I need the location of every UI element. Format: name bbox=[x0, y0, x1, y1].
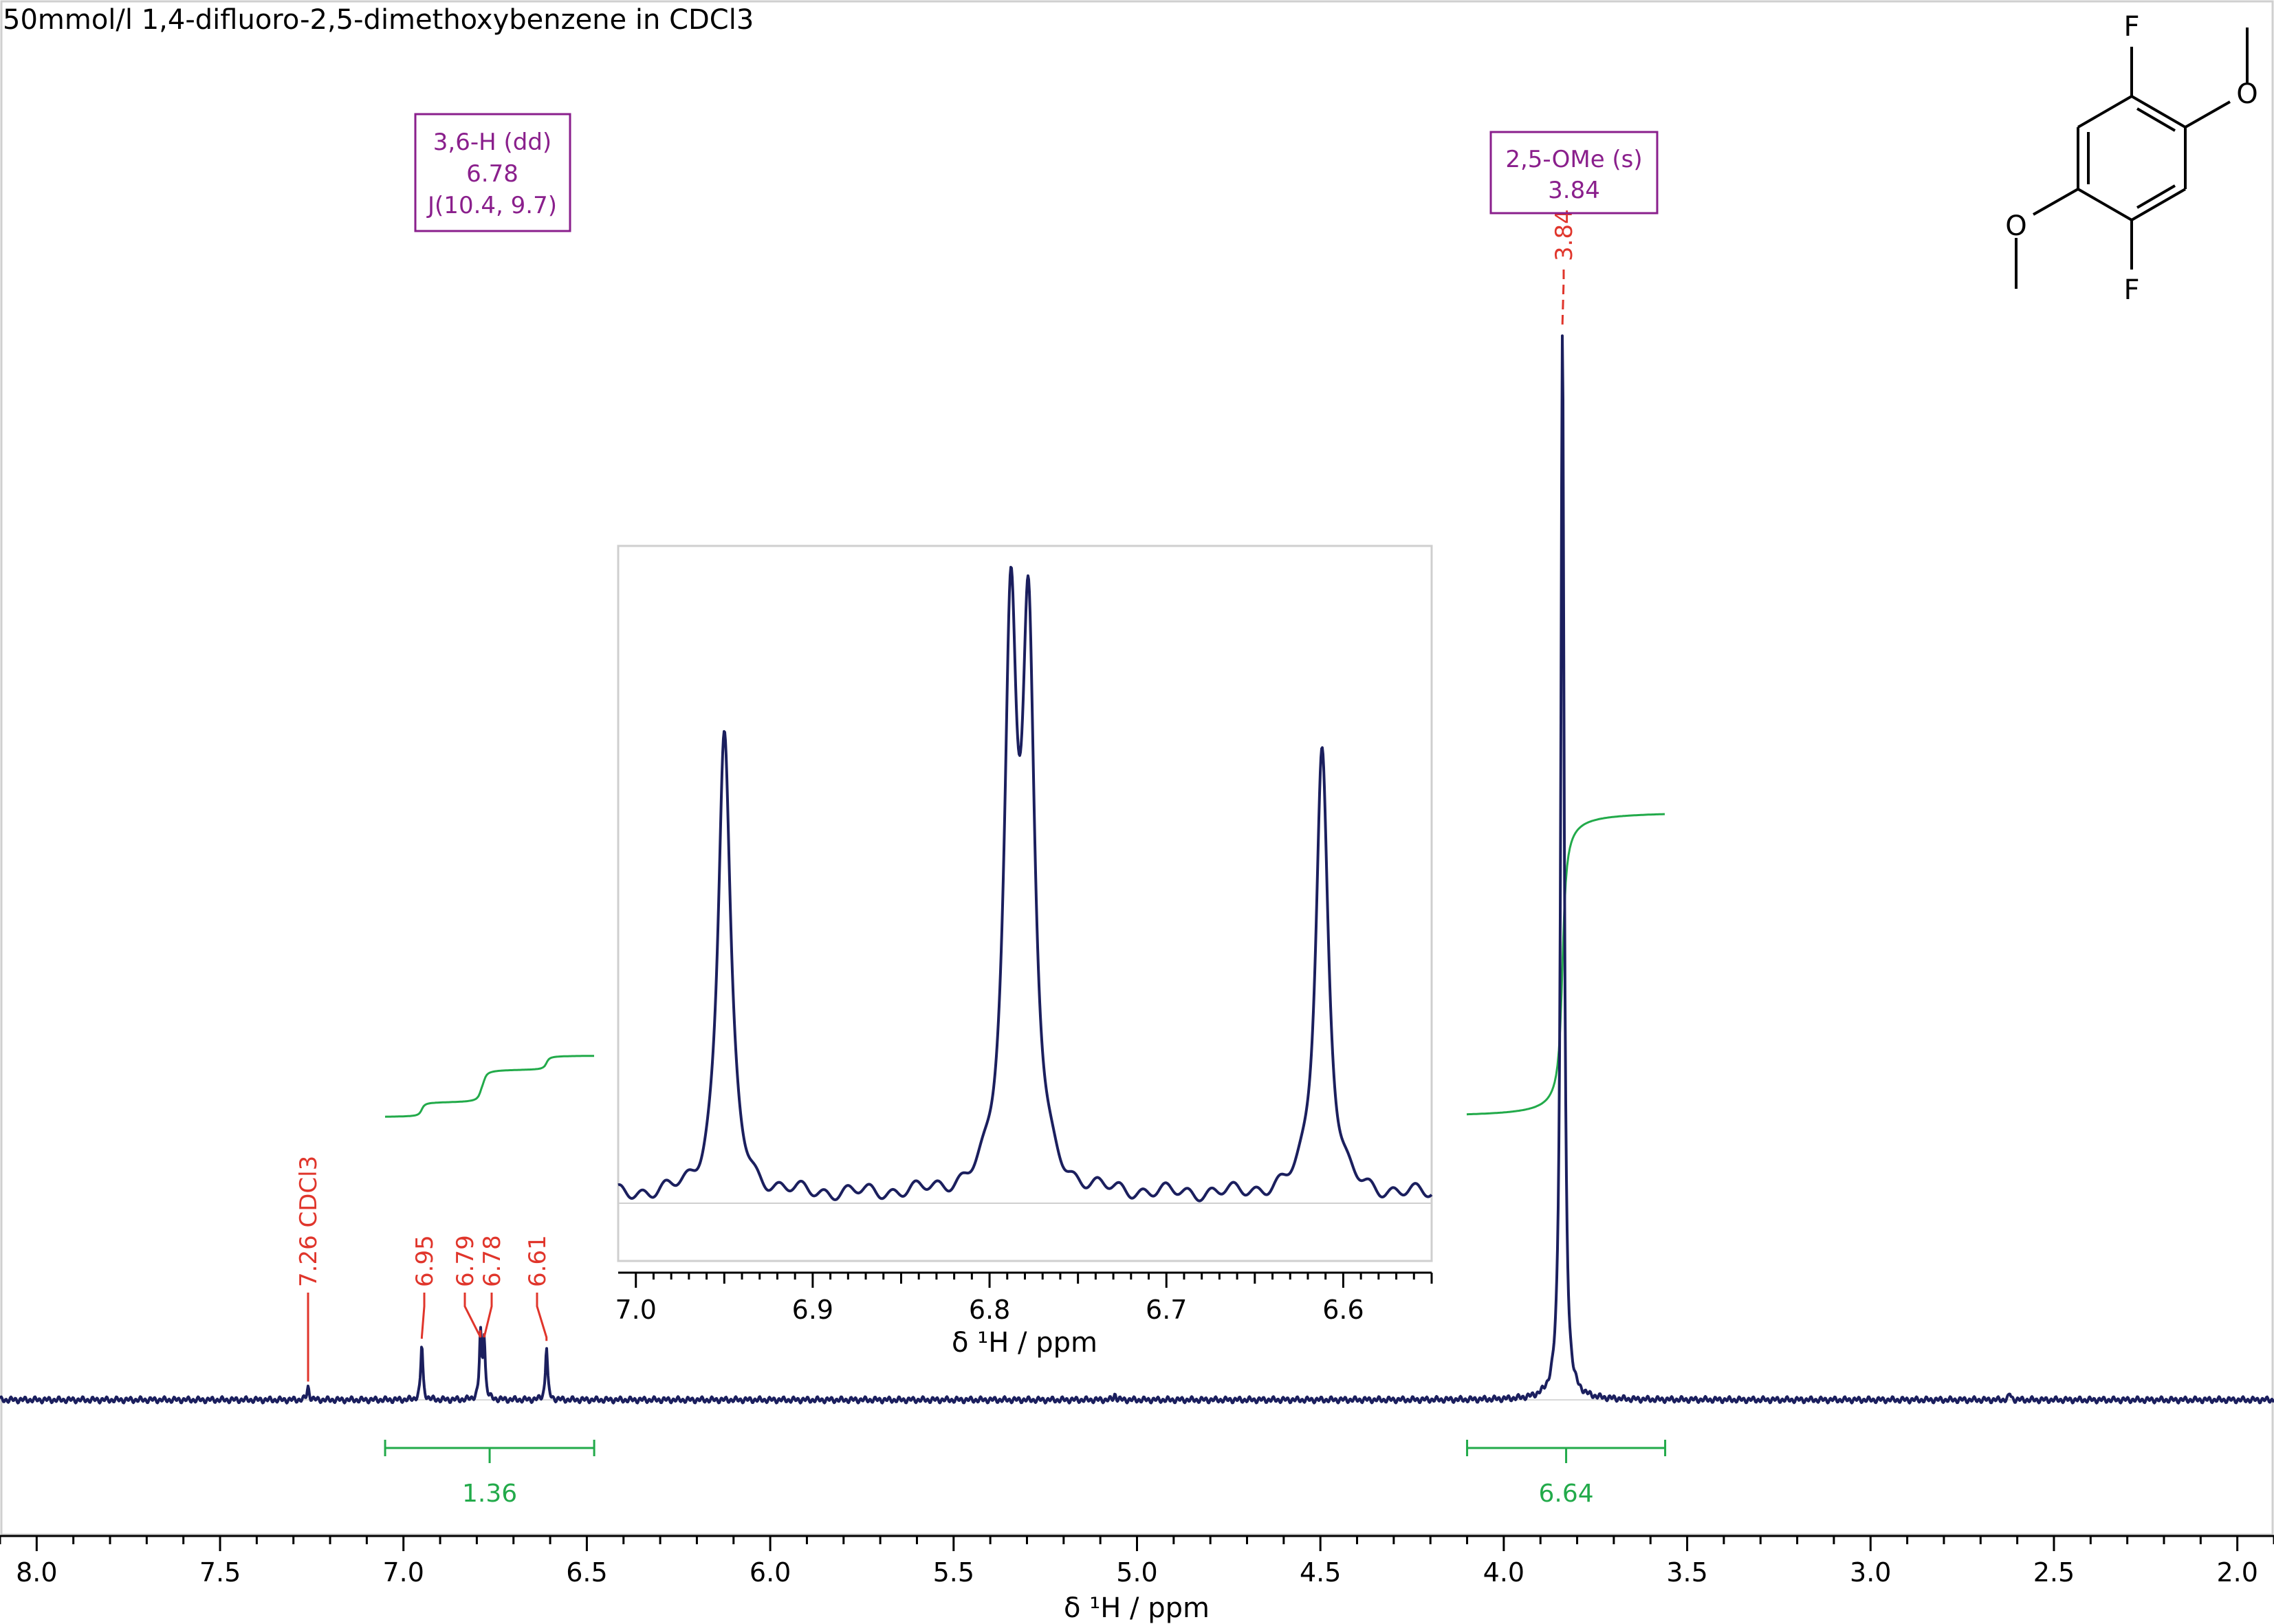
peak-label: 6.79 bbox=[452, 1235, 479, 1287]
inset-x-axis-ticks bbox=[635, 1273, 1433, 1288]
x-tick-label: 2.5 bbox=[2033, 1557, 2075, 1588]
x-tick-label: 3.5 bbox=[1666, 1557, 1707, 1588]
x-tick-label: 8.0 bbox=[16, 1557, 57, 1588]
ring-bond bbox=[2131, 95, 2186, 129]
peak-label-leader bbox=[1561, 267, 1565, 325]
ring-double-bond bbox=[2136, 184, 2176, 209]
c-o-bond bbox=[2185, 100, 2231, 129]
x-tick-label: 4.0 bbox=[1483, 1557, 1524, 1588]
multiplet-box-frame bbox=[1489, 131, 1659, 215]
integrals-layer: 1.36 6.64 bbox=[384, 813, 1667, 1508]
atom-label-f: F bbox=[2123, 274, 2139, 306]
multiplet-shift: 3.84 bbox=[1548, 177, 1600, 204]
peak-label: 6.78 bbox=[479, 1235, 506, 1287]
inset-x-tick-label: 6.8 bbox=[969, 1295, 1010, 1325]
x-tick-label: 4.5 bbox=[1300, 1557, 1341, 1588]
ring-double-bond bbox=[2136, 107, 2176, 132]
inset-x-tick-label: 6.6 bbox=[1322, 1295, 1364, 1325]
ring-bond bbox=[2077, 95, 2132, 129]
inset-x-axis-tick-labels: 7.0 6.9 6.8 6.7 6.6 bbox=[615, 1295, 1364, 1325]
x-axis-tick-labels: 8.0 7.5 7.0 6.5 6.0 5.5 5.0 4.5 4.0 3.5 3.0 2.5 2.0 bbox=[16, 1557, 2258, 1588]
peak-label-leader bbox=[463, 1293, 482, 1338]
peak-label: 6.61 bbox=[524, 1235, 551, 1287]
peak-label: 3.84 bbox=[1551, 209, 1578, 261]
multiplet-shift: 6.78 bbox=[466, 160, 518, 188]
plot-frame bbox=[0, 0, 2274, 1536]
peak-label-leader bbox=[483, 1293, 493, 1338]
x-tick-label: 7.0 bbox=[383, 1557, 424, 1588]
x-tick-label: 5.5 bbox=[933, 1557, 974, 1588]
integral-curve bbox=[384, 1055, 594, 1118]
inset-zoom: 7.0 6.9 6.8 6.7 6.6 δ ¹H / ppm bbox=[615, 545, 1433, 1359]
c-o-bond bbox=[2033, 188, 2079, 216]
atom-label-o: O bbox=[2236, 78, 2257, 110]
x-tick-label: 7.5 bbox=[199, 1557, 241, 1588]
peak-label-leader bbox=[536, 1293, 548, 1341]
x-tick-label: 5.0 bbox=[1116, 1557, 1157, 1588]
multiplet-box-methoxy: 2,5-OMe (s) 3.84 bbox=[1489, 131, 1659, 215]
x-axis-ticks bbox=[0, 1536, 2274, 1551]
multiplet-coupling: J(10.4, 9.7) bbox=[426, 192, 557, 219]
inset-spectrum-line bbox=[617, 566, 1433, 1203]
molecule-structure: F F O O bbox=[2005, 11, 2257, 306]
inset-x-tick-label: 6.7 bbox=[1146, 1295, 1187, 1325]
chart-title: 50mmol/l 1,4-difluoro-2,5-dimethoxybenze… bbox=[3, 4, 754, 36]
ring-bond bbox=[2131, 188, 2186, 221]
atom-label-f: F bbox=[2123, 11, 2139, 43]
x-axis-label: δ ¹H / ppm bbox=[1064, 1592, 1210, 1624]
x-tick-label: 3.0 bbox=[1850, 1557, 1891, 1588]
multiplet-box-frame bbox=[414, 113, 571, 232]
peak-label: 6.95 bbox=[411, 1235, 439, 1287]
x-tick-label: 2.0 bbox=[2216, 1557, 2257, 1588]
peak-label-leader bbox=[420, 1293, 426, 1339]
integral-value: 6.64 bbox=[1538, 1480, 1593, 1508]
multiplet-label: 3,6-H (dd) bbox=[433, 129, 551, 156]
x-tick-label: 6.0 bbox=[750, 1557, 791, 1588]
multiplet-label: 2,5-OMe (s) bbox=[1505, 146, 1642, 173]
integral-value: 1.36 bbox=[462, 1480, 517, 1508]
x-tick-label: 6.5 bbox=[566, 1557, 607, 1588]
inset-x-tick-label: 7.0 bbox=[615, 1295, 656, 1325]
peak-label: 7.26 CDCl3 bbox=[295, 1156, 322, 1287]
peak-labels-layer: 7.26 CDCl3 6.95 6.79 6.78 6.61 3.84 bbox=[295, 209, 1578, 1382]
ring-bond bbox=[2077, 188, 2132, 221]
atom-label-o: O bbox=[2005, 210, 2026, 242]
multiplet-box-aromatic: 3,6-H (dd) 6.78 J(10.4, 9.7) bbox=[414, 113, 571, 232]
inset-x-axis-label: δ ¹H / ppm bbox=[952, 1327, 1097, 1359]
inset-x-tick-label: 6.9 bbox=[792, 1295, 833, 1325]
spectrum-line bbox=[0, 334, 2274, 1405]
